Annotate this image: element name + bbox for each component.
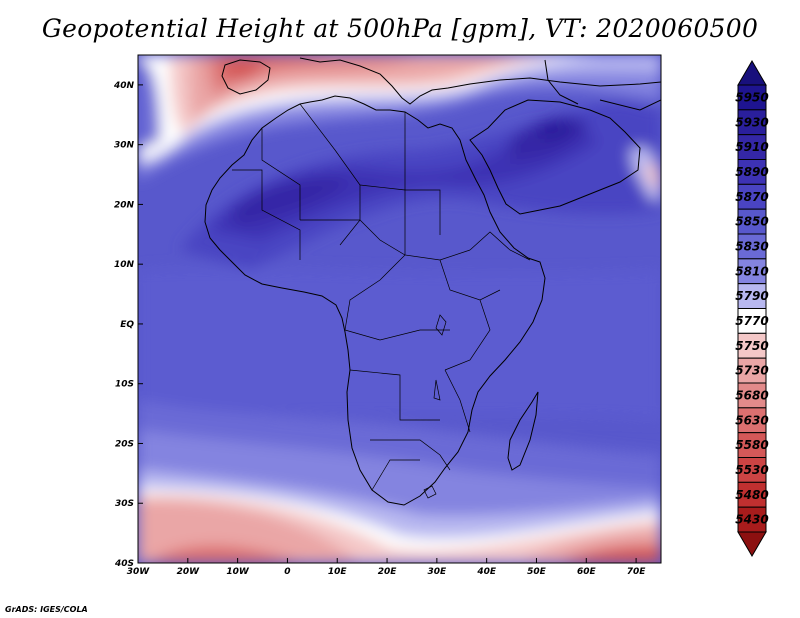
colorbar-swatch [737,109,767,136]
plot-frame [137,54,662,564]
height-field [138,55,661,563]
border-car-congo [344,254,406,331]
lat-tick-label: 10N [114,260,135,270]
colorbar-label: 5530 [735,463,768,477]
arabia-outline [469,99,641,215]
iberia-outline [221,59,271,95]
colorbar-label: 5790 [735,289,768,303]
colorbar-top-arrow [737,60,767,86]
lat-tick-label: EQ [120,320,134,330]
colorbar-label: 5480 [735,488,768,502]
lon-tick-label: 0 [284,567,290,577]
grads-credit: GrADS: IGES/COLA [5,605,88,614]
colorbar-swatch [737,481,767,508]
colorbar-label: 5910 [735,140,768,154]
colorbar-label: 5430 [735,513,768,527]
border-namibia-sa [371,459,420,491]
colorbar-bottom-arrow [737,531,767,557]
lon-tick-label: 20W [177,567,201,577]
field-band-5830-west [138,60,160,150]
border-niger-nigeria [300,219,406,256]
colorbar-swatch [737,258,767,285]
colorbar-label: 5850 [735,215,768,229]
colorbar-label: 5770 [735,314,768,328]
lat-tick-label: 30N [114,141,135,151]
colorbar-label: 5890 [735,165,768,179]
lat-tick-label: 20N [114,200,135,210]
field-band-5790-east [630,146,661,200]
colorbar: 5950 5930 5910 5890 5870 5850 5830 5810 5790 5770… [735,60,769,557]
colorbar-swatch [737,233,767,260]
lon-tick-label: 20E [378,567,398,577]
lon-tick-label: 10W [226,567,250,577]
border-drc [344,329,450,341]
border-libya-egypt [404,112,441,235]
colorbar-label: 5870 [735,190,768,204]
colorbar-swatch [737,283,767,309]
africa-outline [204,95,546,506]
colorbar-label: 5950 [735,90,768,104]
field-band-5750-east [645,163,661,190]
colorbar-label: 5810 [735,264,768,278]
colorbar-label: 5830 [735,239,768,253]
lat-tick-label: 20S [115,439,134,449]
field-band-5930-arabia [540,120,575,140]
colorbar-label: 5750 [735,339,768,353]
coastlines [204,57,661,506]
colorbar-swatch [737,332,767,359]
colorbar-swatch [737,382,767,409]
colorbar-swatch [737,432,767,458]
map-axes: 30W 20W 10W 0 10E 20E 30E 40E 50E 60E 70E 40N 30N 20N… [113,81,646,577]
colorbar-swatch [737,159,767,185]
colorbar-label: 5680 [735,388,768,402]
colorbar-swatch [737,208,767,235]
field-band-equatorial [138,267,661,420]
border-botswana [370,439,451,471]
lon-tick-label: 70E [627,567,647,577]
lesotho-outline [423,485,437,499]
mediterranean-north-coast [299,57,661,105]
lon-tick-label: 30E [428,567,448,577]
border-kenya-tanzania [444,299,491,371]
field-band-5580-north [225,60,265,81]
chart-title: Geopotential Height at 500hPa [gpm], VT:… [41,14,759,43]
country-borders [232,103,531,499]
colorbar-label: 5580 [735,438,768,452]
lon-tick-label: 40E [476,567,497,577]
colorbar-label: 5730 [735,364,768,378]
lat-tick-label: 30S [115,499,134,509]
border-mozambique [444,369,471,433]
lat-tick-label: 40N [113,81,135,91]
border-ethiopia [469,231,531,261]
colorbar-label: 5630 [735,413,768,427]
border-angola [349,369,440,421]
caspian-border [544,59,579,105]
lon-tick-label: 60E [577,567,597,577]
field-band-5910-wafrica [230,178,350,225]
colorbar-swatch [737,84,767,111]
border-mauritania-mali [232,169,301,260]
lon-tick-label: 50E [527,567,547,577]
lon-tick-label: 30W [127,567,151,577]
lake-malawi [433,379,441,401]
colorbar-label: 5930 [735,115,768,129]
border-south-sudan [439,259,501,301]
colorbar-swatch [737,183,767,210]
lake-victoria [435,314,447,336]
lat-tick-label: 40S [114,559,134,569]
lat-tick-label: 10S [115,380,134,390]
border-morocco-algeria [261,128,301,220]
madagascar-outline [507,391,539,471]
asia-coast [599,99,661,111]
lon-tick-label: 10E [328,567,348,577]
